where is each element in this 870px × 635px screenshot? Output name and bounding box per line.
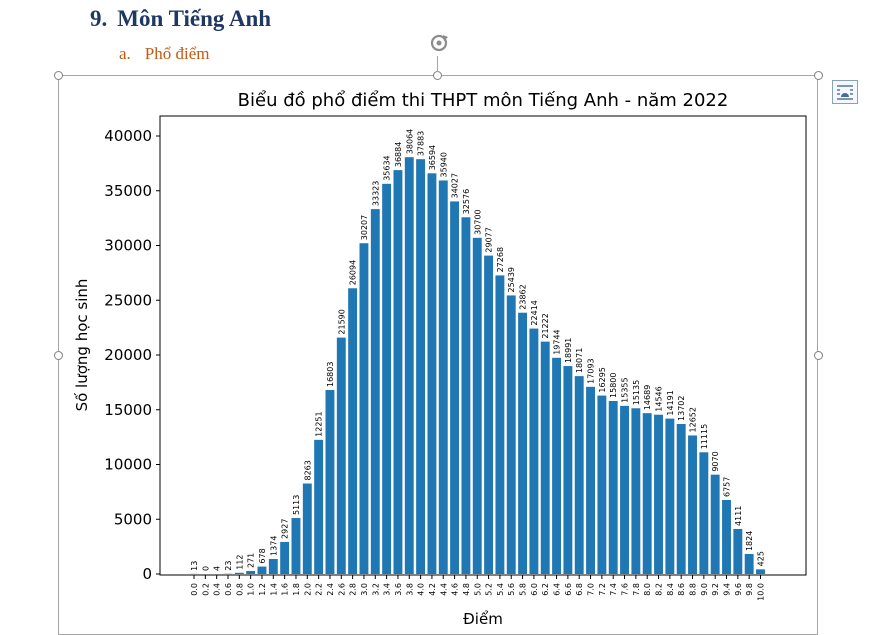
resize-handle-top-left[interactable] bbox=[54, 71, 63, 80]
resize-handle-middle-right[interactable] bbox=[814, 351, 823, 360]
subsection-heading: a. Phổ điểm bbox=[119, 44, 210, 64]
layout-options-icon bbox=[833, 81, 857, 103]
section-title: Môn Tiếng Anh bbox=[117, 6, 271, 31]
resize-handle-middle-left[interactable] bbox=[54, 351, 63, 360]
section-number: 9. bbox=[90, 6, 107, 31]
resize-handle-top-right[interactable] bbox=[814, 71, 823, 80]
chart-image-frame[interactable] bbox=[58, 75, 818, 635]
resize-handle-top-center[interactable] bbox=[433, 71, 442, 80]
layout-options-button[interactable] bbox=[832, 80, 858, 104]
subsection-title: Phổ điểm bbox=[145, 44, 210, 63]
rotate-connector bbox=[437, 56, 438, 72]
subsection-letter: a. bbox=[119, 44, 131, 63]
section-heading: 9. Môn Tiếng Anh bbox=[90, 6, 271, 32]
rotate-icon[interactable] bbox=[428, 32, 450, 54]
